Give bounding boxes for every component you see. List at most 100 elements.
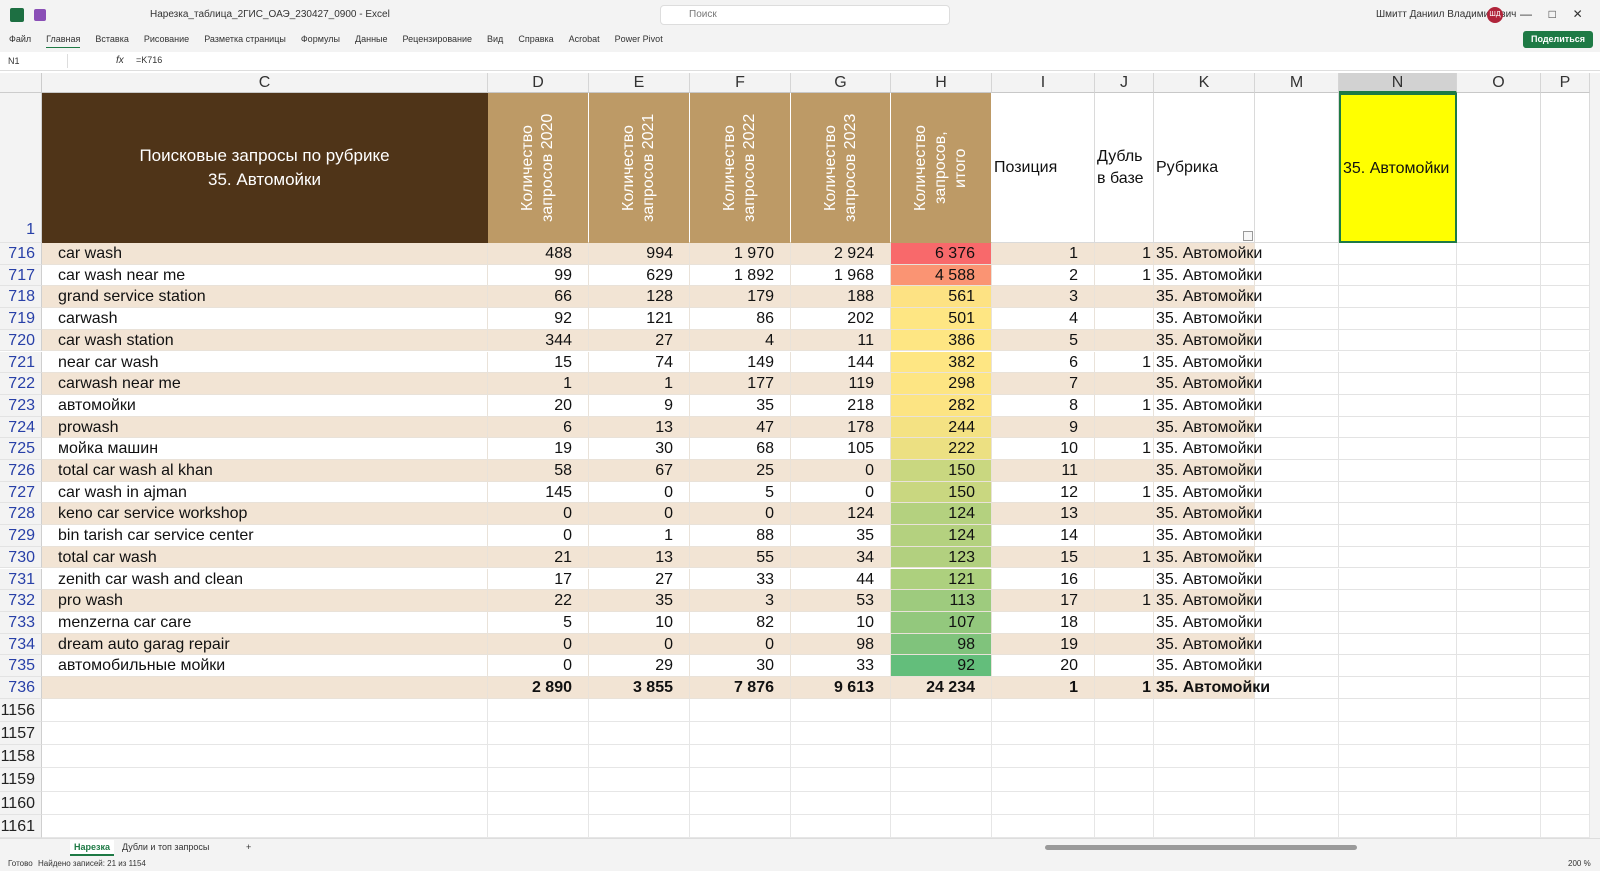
search-box[interactable]: Поиск — [660, 5, 950, 25]
cell — [1339, 416, 1457, 439]
cell: 27 — [589, 568, 690, 591]
filter-button[interactable] — [1243, 231, 1253, 241]
column-header[interactable]: P — [1541, 73, 1590, 93]
column-header[interactable]: D — [488, 73, 589, 93]
row-header[interactable]: 1157 — [0, 721, 42, 746]
sheet-tab[interactable]: + — [246, 842, 252, 852]
row-header[interactable]: 730 — [0, 546, 42, 569]
menu-item[interactable]: Справка — [518, 34, 554, 44]
cell — [1255, 611, 1339, 634]
formula[interactable]: =K716 — [136, 55, 163, 65]
sheet-tab[interactable]: Дубли и топ запросы — [122, 842, 210, 852]
row-header[interactable]: 1 — [0, 93, 42, 243]
cell: 27 — [589, 329, 690, 352]
row-header[interactable]: 1158 — [0, 745, 42, 769]
heat-cell: 282 — [891, 394, 992, 417]
sheet-tab[interactable]: Нарезка — [70, 840, 114, 856]
header-text: Количество запросов 2022 — [721, 113, 758, 222]
cell: 8 — [992, 394, 1095, 417]
cell: 9 613 — [791, 677, 891, 699]
column-header[interactable]: C — [42, 73, 488, 93]
cell: 12 — [992, 481, 1095, 504]
row-header[interactable]: 720 — [0, 329, 42, 352]
row-header[interactable]: 735 — [0, 655, 42, 677]
row-header[interactable]: 733 — [0, 611, 42, 634]
menu-item[interactable]: Acrobat — [568, 34, 600, 44]
row-header[interactable]: 717 — [0, 264, 42, 287]
cell: 35 — [589, 590, 690, 612]
cell — [1339, 546, 1457, 569]
row-header[interactable]: 736 — [0, 677, 42, 699]
name-box[interactable]: N1 — [4, 54, 68, 68]
menu-item[interactable]: Разметка страницы — [204, 34, 286, 44]
share-button[interactable]: Поделиться — [1523, 31, 1593, 48]
cell — [42, 814, 488, 838]
row-header[interactable]: 716 — [0, 243, 42, 265]
status-zoom[interactable]: 200 % — [1568, 859, 1591, 868]
cell — [1541, 394, 1590, 417]
cell — [690, 814, 791, 838]
row-header[interactable]: 719 — [0, 308, 42, 330]
cell — [589, 745, 690, 769]
menu-item[interactable]: Файл — [9, 34, 32, 44]
v-scrollbar[interactable] — [1590, 73, 1600, 838]
header-cell-selected[interactable]: 35. Автомойки — [1339, 93, 1457, 243]
row-header[interactable]: 718 — [0, 286, 42, 309]
row-header[interactable]: 721 — [0, 351, 42, 374]
column-header[interactable]: I — [992, 73, 1095, 93]
row-header[interactable]: 1161 — [0, 814, 42, 838]
cell — [1339, 264, 1457, 287]
cell — [1457, 394, 1541, 417]
cell — [1339, 243, 1457, 265]
cell — [1541, 460, 1590, 482]
column-header[interactable]: O — [1457, 73, 1541, 93]
column-header[interactable]: M — [1255, 73, 1339, 93]
menu-item[interactable]: Вставка — [95, 34, 129, 44]
row-header[interactable]: 1156 — [0, 698, 42, 722]
cell — [1339, 814, 1457, 838]
row-header[interactable]: 728 — [0, 503, 42, 526]
column-header[interactable]: G — [791, 73, 891, 93]
row-header[interactable]: 727 — [0, 481, 42, 504]
save-icon[interactable] — [34, 9, 46, 21]
avatar[interactable]: ШД — [1487, 7, 1503, 23]
row-header[interactable]: 723 — [0, 394, 42, 417]
cell — [1339, 351, 1457, 374]
select-all[interactable] — [0, 73, 42, 93]
menu-item[interactable]: Главная — [46, 34, 81, 48]
cell: 35 — [690, 394, 791, 417]
cell: 55 — [690, 546, 791, 569]
column-header[interactable]: K — [1154, 73, 1255, 93]
menu-item[interactable]: Рисование — [143, 34, 190, 44]
cell — [1154, 698, 1255, 722]
column-header[interactable]: N — [1339, 73, 1457, 93]
column-header[interactable]: E — [589, 73, 690, 93]
menu-item[interactable]: Вид — [487, 34, 504, 44]
cell — [1457, 677, 1541, 699]
cell — [1541, 791, 1590, 815]
row-header[interactable]: 729 — [0, 525, 42, 547]
column-header[interactable]: J — [1095, 73, 1154, 93]
menu-item[interactable]: Power Pivot — [614, 34, 663, 44]
row-header[interactable]: 726 — [0, 460, 42, 482]
cell: 6 — [992, 351, 1095, 374]
row-header[interactable]: 725 — [0, 438, 42, 460]
row-header[interactable]: 734 — [0, 633, 42, 656]
row-header[interactable]: 724 — [0, 416, 42, 439]
cell — [1457, 264, 1541, 287]
row-header[interactable]: 1160 — [0, 791, 42, 815]
row-header[interactable]: 732 — [0, 590, 42, 612]
column-header[interactable]: H — [891, 73, 992, 93]
row-header[interactable]: 1159 — [0, 768, 42, 792]
h-scrollbar[interactable] — [1045, 845, 1357, 850]
menu-item[interactable]: Данные — [355, 34, 388, 44]
cell — [791, 768, 891, 792]
column-header[interactable]: F — [690, 73, 791, 93]
menu-item[interactable]: Формулы — [300, 34, 341, 44]
cell: 1 — [1095, 264, 1154, 287]
cell: 178 — [791, 416, 891, 439]
menu-item[interactable]: Рецензирование — [402, 34, 473, 44]
cell — [1339, 633, 1457, 656]
row-header[interactable]: 722 — [0, 373, 42, 395]
row-header[interactable]: 731 — [0, 568, 42, 591]
